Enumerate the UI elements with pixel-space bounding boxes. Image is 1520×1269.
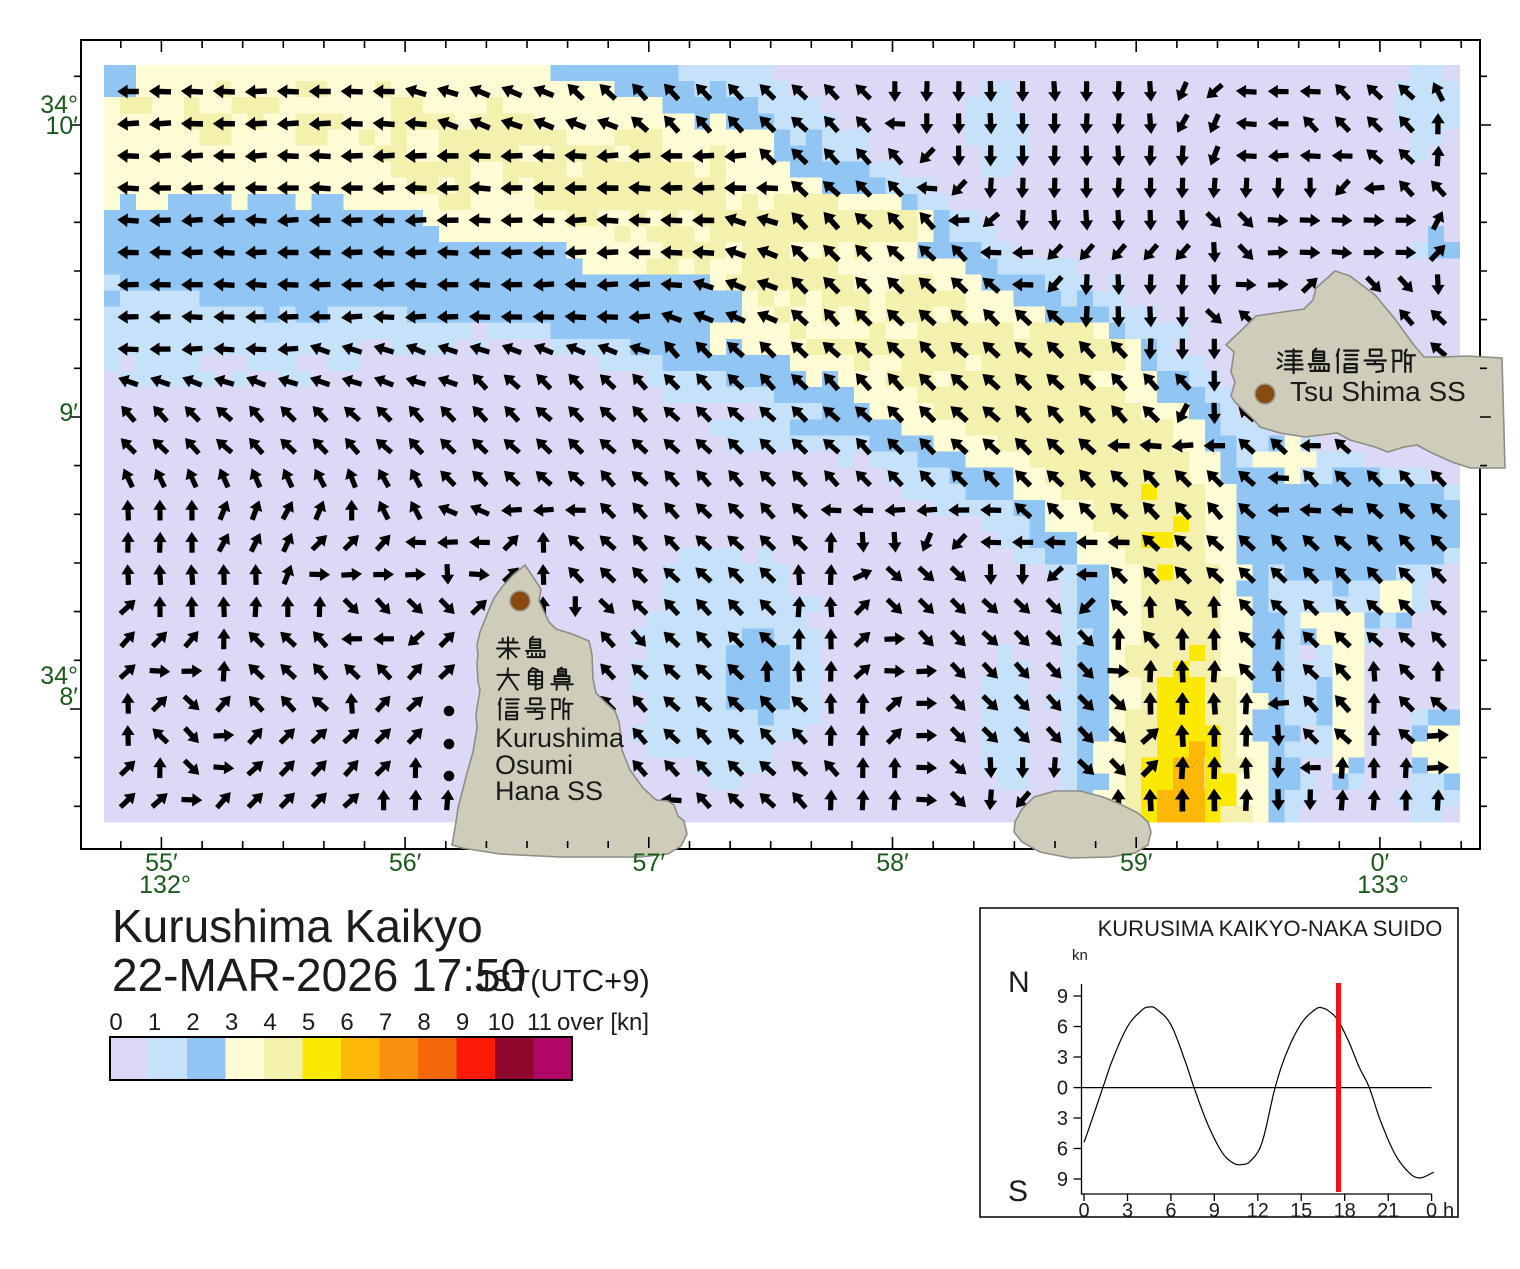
svg-text:over [kn]: over [kn] (557, 1009, 649, 1036)
svg-text:12: 12 (1247, 1200, 1269, 1222)
svg-text:11: 11 (527, 1009, 552, 1036)
svg-text:0: 0 (1426, 1200, 1437, 1222)
svg-text:2: 2 (186, 1009, 199, 1036)
svg-text:Kurushima: Kurushima (495, 723, 625, 753)
svg-text:133°: 133° (1357, 871, 1409, 899)
svg-text:3: 3 (225, 1009, 238, 1036)
svg-text:55′: 55′ (145, 849, 178, 877)
svg-text:4: 4 (263, 1009, 276, 1036)
svg-text:Tsu Shima SS: Tsu Shima SS (1290, 376, 1466, 407)
svg-text:S: S (1008, 1175, 1028, 1208)
svg-text:0: 0 (109, 1009, 122, 1036)
svg-text:6: 6 (340, 1009, 353, 1036)
svg-text:21: 21 (1377, 1200, 1399, 1222)
svg-text:3: 3 (1057, 1047, 1068, 1069)
svg-text:58′: 58′ (876, 849, 909, 877)
svg-text:18: 18 (1334, 1200, 1356, 1222)
svg-text:9: 9 (1057, 986, 1068, 1008)
svg-text:Kurushima Kaikyo: Kurushima Kaikyo (112, 900, 483, 952)
svg-text:1: 1 (148, 1009, 161, 1036)
svg-text:3: 3 (1057, 1108, 1068, 1130)
svg-text:56′: 56′ (389, 849, 422, 877)
svg-text:8: 8 (417, 1009, 430, 1036)
svg-text:0: 0 (1057, 1078, 1068, 1100)
svg-text:10: 10 (488, 1009, 515, 1036)
svg-text:15: 15 (1290, 1200, 1312, 1222)
svg-text:kn: kn (1072, 947, 1088, 964)
svg-text:22-MAR-2026 17:50: 22-MAR-2026 17:50 (112, 949, 526, 1001)
svg-text:Hana SS: Hana SS (495, 776, 603, 806)
svg-text:6: 6 (1057, 1017, 1068, 1039)
svg-text:9: 9 (1057, 1169, 1068, 1191)
svg-text:34°: 34° (40, 662, 78, 690)
svg-text:6: 6 (1165, 1200, 1176, 1222)
svg-text:3: 3 (1122, 1200, 1133, 1222)
svg-text:6: 6 (1057, 1139, 1068, 1161)
svg-text:59′: 59′ (1120, 849, 1153, 877)
svg-text:57′: 57′ (633, 849, 666, 877)
svg-text:9: 9 (456, 1009, 469, 1036)
svg-text:7: 7 (379, 1009, 392, 1036)
svg-text:34°: 34° (40, 91, 78, 119)
svg-text:8′: 8′ (59, 683, 78, 711)
svg-text:0′: 0′ (1371, 849, 1390, 877)
svg-text:10′: 10′ (46, 112, 79, 140)
svg-text:Osumi: Osumi (495, 750, 573, 780)
svg-text:9: 9 (1209, 1200, 1220, 1222)
svg-text:N: N (1008, 966, 1030, 999)
svg-text:0: 0 (1078, 1200, 1089, 1222)
svg-text:h: h (1443, 1200, 1454, 1222)
svg-text:KURUSIMA KAIKYO-NAKA SUIDO: KURUSIMA KAIKYO-NAKA SUIDO (1098, 916, 1443, 941)
svg-text:5: 5 (302, 1009, 315, 1036)
svg-text:132°: 132° (139, 871, 191, 899)
svg-text:JST(UTC+9): JST(UTC+9) (475, 963, 650, 998)
svg-text:9′: 9′ (59, 399, 78, 427)
